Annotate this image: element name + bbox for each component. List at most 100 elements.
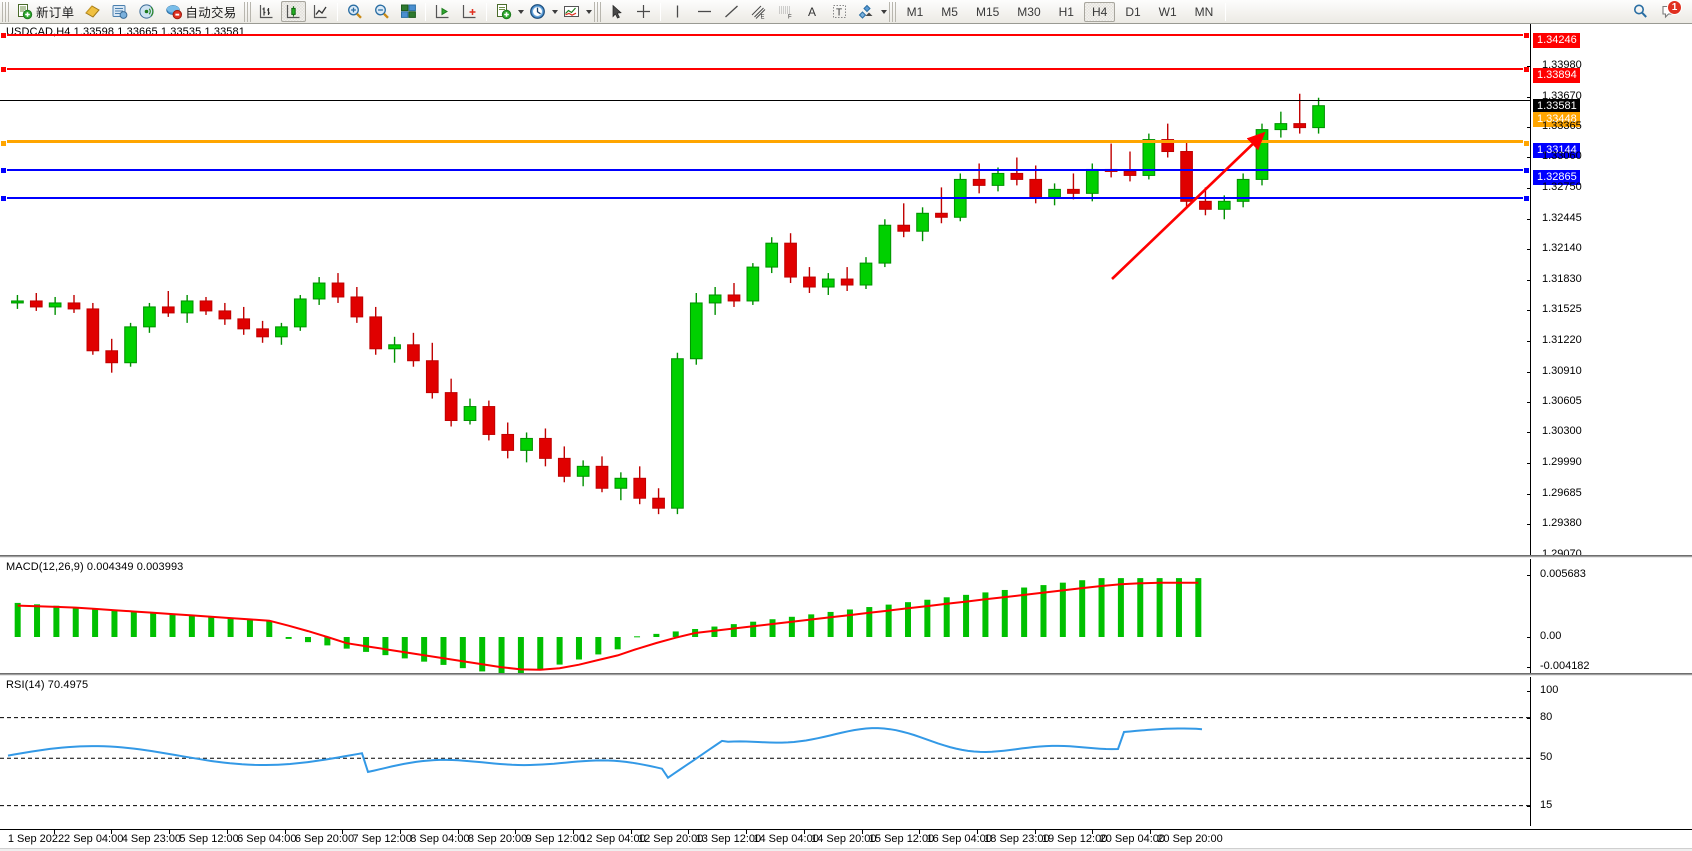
price-level-tag[interactable]: 1.33894	[1533, 67, 1580, 83]
price-plot-area[interactable]	[0, 24, 1530, 555]
timeframe-m5[interactable]: M5	[941, 4, 958, 19]
new-chart-button[interactable]	[491, 1, 516, 22]
text-label-button[interactable]: T	[827, 1, 852, 22]
resistance-line-2[interactable]	[0, 66, 1530, 73]
timeframe-m30[interactable]: M30	[1017, 4, 1041, 19]
timeframe-d1[interactable]: D1	[1125, 4, 1141, 19]
period-button[interactable]	[525, 1, 550, 22]
price-pane[interactable]: USDCAD,H4 1.33598 1.33665 1.33535 1.3358…	[0, 24, 1692, 560]
resistance-line-2-handle-right[interactable]	[1523, 66, 1530, 73]
data-window-button[interactable]	[107, 1, 132, 22]
support-line-1-handle-right[interactable]	[1523, 167, 1530, 174]
time-tick-mark	[803, 830, 805, 834]
price-level-tag[interactable]: 1.32865	[1533, 170, 1580, 186]
auto-scroll-button[interactable]	[457, 1, 482, 22]
indicators-button[interactable]	[559, 1, 584, 22]
macd-pane[interactable]: MACD(12,26,9) 0.004349 0.003993 0.005683…	[0, 559, 1692, 673]
timeframe-w1[interactable]: W1	[1158, 4, 1177, 19]
resistance-line-1-handle-right[interactable]	[1523, 32, 1530, 39]
resistance-line-2-handle-left[interactable]	[0, 66, 7, 73]
price-tick-label: 1.33365	[1542, 120, 1582, 133]
macd-axis-line	[1530, 559, 1531, 673]
new-order-button[interactable]: 新订单	[12, 1, 78, 22]
tile-windows-button[interactable]	[396, 1, 421, 22]
shapes-button[interactable]	[854, 1, 879, 22]
bar-chart-button[interactable]	[254, 1, 279, 22]
support-line-1-handle-left[interactable]	[0, 167, 7, 174]
equidistant-channel-button[interactable]: E	[746, 1, 771, 22]
auto-trading-button[interactable]: 自动交易	[161, 1, 240, 22]
toolbar-grip[interactable]	[2, 1, 9, 22]
toolbar-grip-3[interactable]	[593, 1, 601, 22]
cursor-button[interactable]	[604, 1, 629, 22]
new-order-icon	[18, 4, 33, 20]
new-chart-dropdown-caret[interactable]	[517, 9, 524, 14]
price-level-tag[interactable]: 1.33144	[1533, 142, 1580, 158]
price-level-tag[interactable]: 1.34246	[1533, 32, 1580, 48]
toolbar-grip-2[interactable]	[243, 1, 251, 22]
resistance-line-1[interactable]	[0, 32, 1530, 39]
time-tick-label: 6 Sep 20:00	[294, 833, 355, 845]
macd-plot-area[interactable]	[0, 559, 1530, 673]
shapes-dropdown-caret[interactable]	[880, 9, 887, 14]
pivot-line[interactable]	[0, 140, 1530, 147]
auto-trading-label: 自动交易	[185, 6, 237, 20]
fibonacci-button[interactable]: F	[773, 1, 798, 22]
time-tick-label: 19 Sep 12:00	[1041, 833, 1108, 845]
pane-divider-2[interactable]	[0, 673, 1692, 676]
time-tick-mark	[1034, 830, 1036, 834]
time-tick-label: 2 Sep 04:00	[64, 833, 124, 845]
timeframe-m1[interactable]: M1	[906, 4, 924, 19]
resistance-line-1-handle-left[interactable]	[0, 32, 7, 39]
macd-tick-mark	[1527, 667, 1531, 668]
line-chart-button[interactable]	[308, 1, 333, 22]
chart-workspace[interactable]: USDCAD,H4 1.33598 1.33665 1.33535 1.3358…	[0, 24, 1692, 851]
pane-divider-1[interactable]	[0, 555, 1692, 558]
trendline-icon	[724, 5, 738, 18]
signals-button[interactable]	[134, 1, 159, 22]
rsi-plot-area[interactable]	[0, 677, 1530, 826]
crosshair-button[interactable]	[631, 1, 656, 22]
price-level-tag[interactable]: 1.33581	[1533, 99, 1580, 115]
candlestick-svg	[11, 93, 1325, 515]
zoom-in-button[interactable]	[342, 1, 367, 22]
candlestick-chart-button[interactable]	[280, 1, 306, 22]
trendline-button[interactable]	[719, 1, 744, 22]
pivot-line-handle-left[interactable]	[0, 140, 7, 147]
text-button[interactable]: A	[800, 1, 825, 22]
trend-arrow-annotation[interactable]	[1100, 129, 1280, 289]
zoom-out-button[interactable]	[369, 1, 394, 22]
toolbar-separator-4	[659, 2, 661, 21]
time-tick-label: 20 Sep 04:00	[1099, 833, 1166, 845]
support-line-2[interactable]	[0, 195, 1530, 202]
timeframe-h1[interactable]: H1	[1058, 4, 1074, 19]
vertical-line-button[interactable]	[665, 1, 690, 22]
support-line-1[interactable]	[0, 167, 1530, 174]
support-line-2-handle-right[interactable]	[1523, 195, 1530, 202]
rsi-pane[interactable]: RSI(14) 70.4975 100 80 50 15	[0, 677, 1692, 826]
horizontal-line-button[interactable]	[692, 1, 717, 22]
timeframe-mn[interactable]: MN	[1194, 4, 1214, 19]
support-line-2-handle-left[interactable]	[0, 195, 7, 202]
data-window-icon	[112, 5, 128, 19]
chart-shift-button[interactable]	[430, 1, 455, 22]
timeframe-h4[interactable]: H4	[1083, 1, 1116, 22]
timeframe-m15[interactable]: M15	[975, 4, 1000, 19]
toolbar-grip-4[interactable]	[888, 1, 896, 22]
tile-windows-icon	[400, 4, 416, 18]
expert-advisors-button[interactable]	[80, 1, 105, 22]
time-axis[interactable]: 1 Sep 2022 2 Sep 04:00 4 Sep 23:00 5 Sep 12…	[0, 829, 1692, 851]
search-button[interactable]	[1628, 1, 1653, 22]
indicators-dropdown-caret[interactable]	[585, 9, 592, 14]
price-tick-mark	[1527, 249, 1531, 251]
expert-advisors-icon	[85, 5, 101, 18]
pivot-line-handle-right[interactable]	[1523, 140, 1530, 147]
price-tick-mark	[1527, 127, 1531, 129]
price-level-tag[interactable]: 1.33448	[1533, 112, 1580, 128]
period-dropdown-caret[interactable]	[551, 9, 558, 14]
time-tick-mark	[111, 830, 113, 834]
price-tick-mark	[1527, 188, 1531, 190]
rsi-tick-mark	[1527, 690, 1531, 692]
alerts-button[interactable]: 1	[1655, 0, 1683, 22]
last-price-line	[0, 100, 1530, 101]
